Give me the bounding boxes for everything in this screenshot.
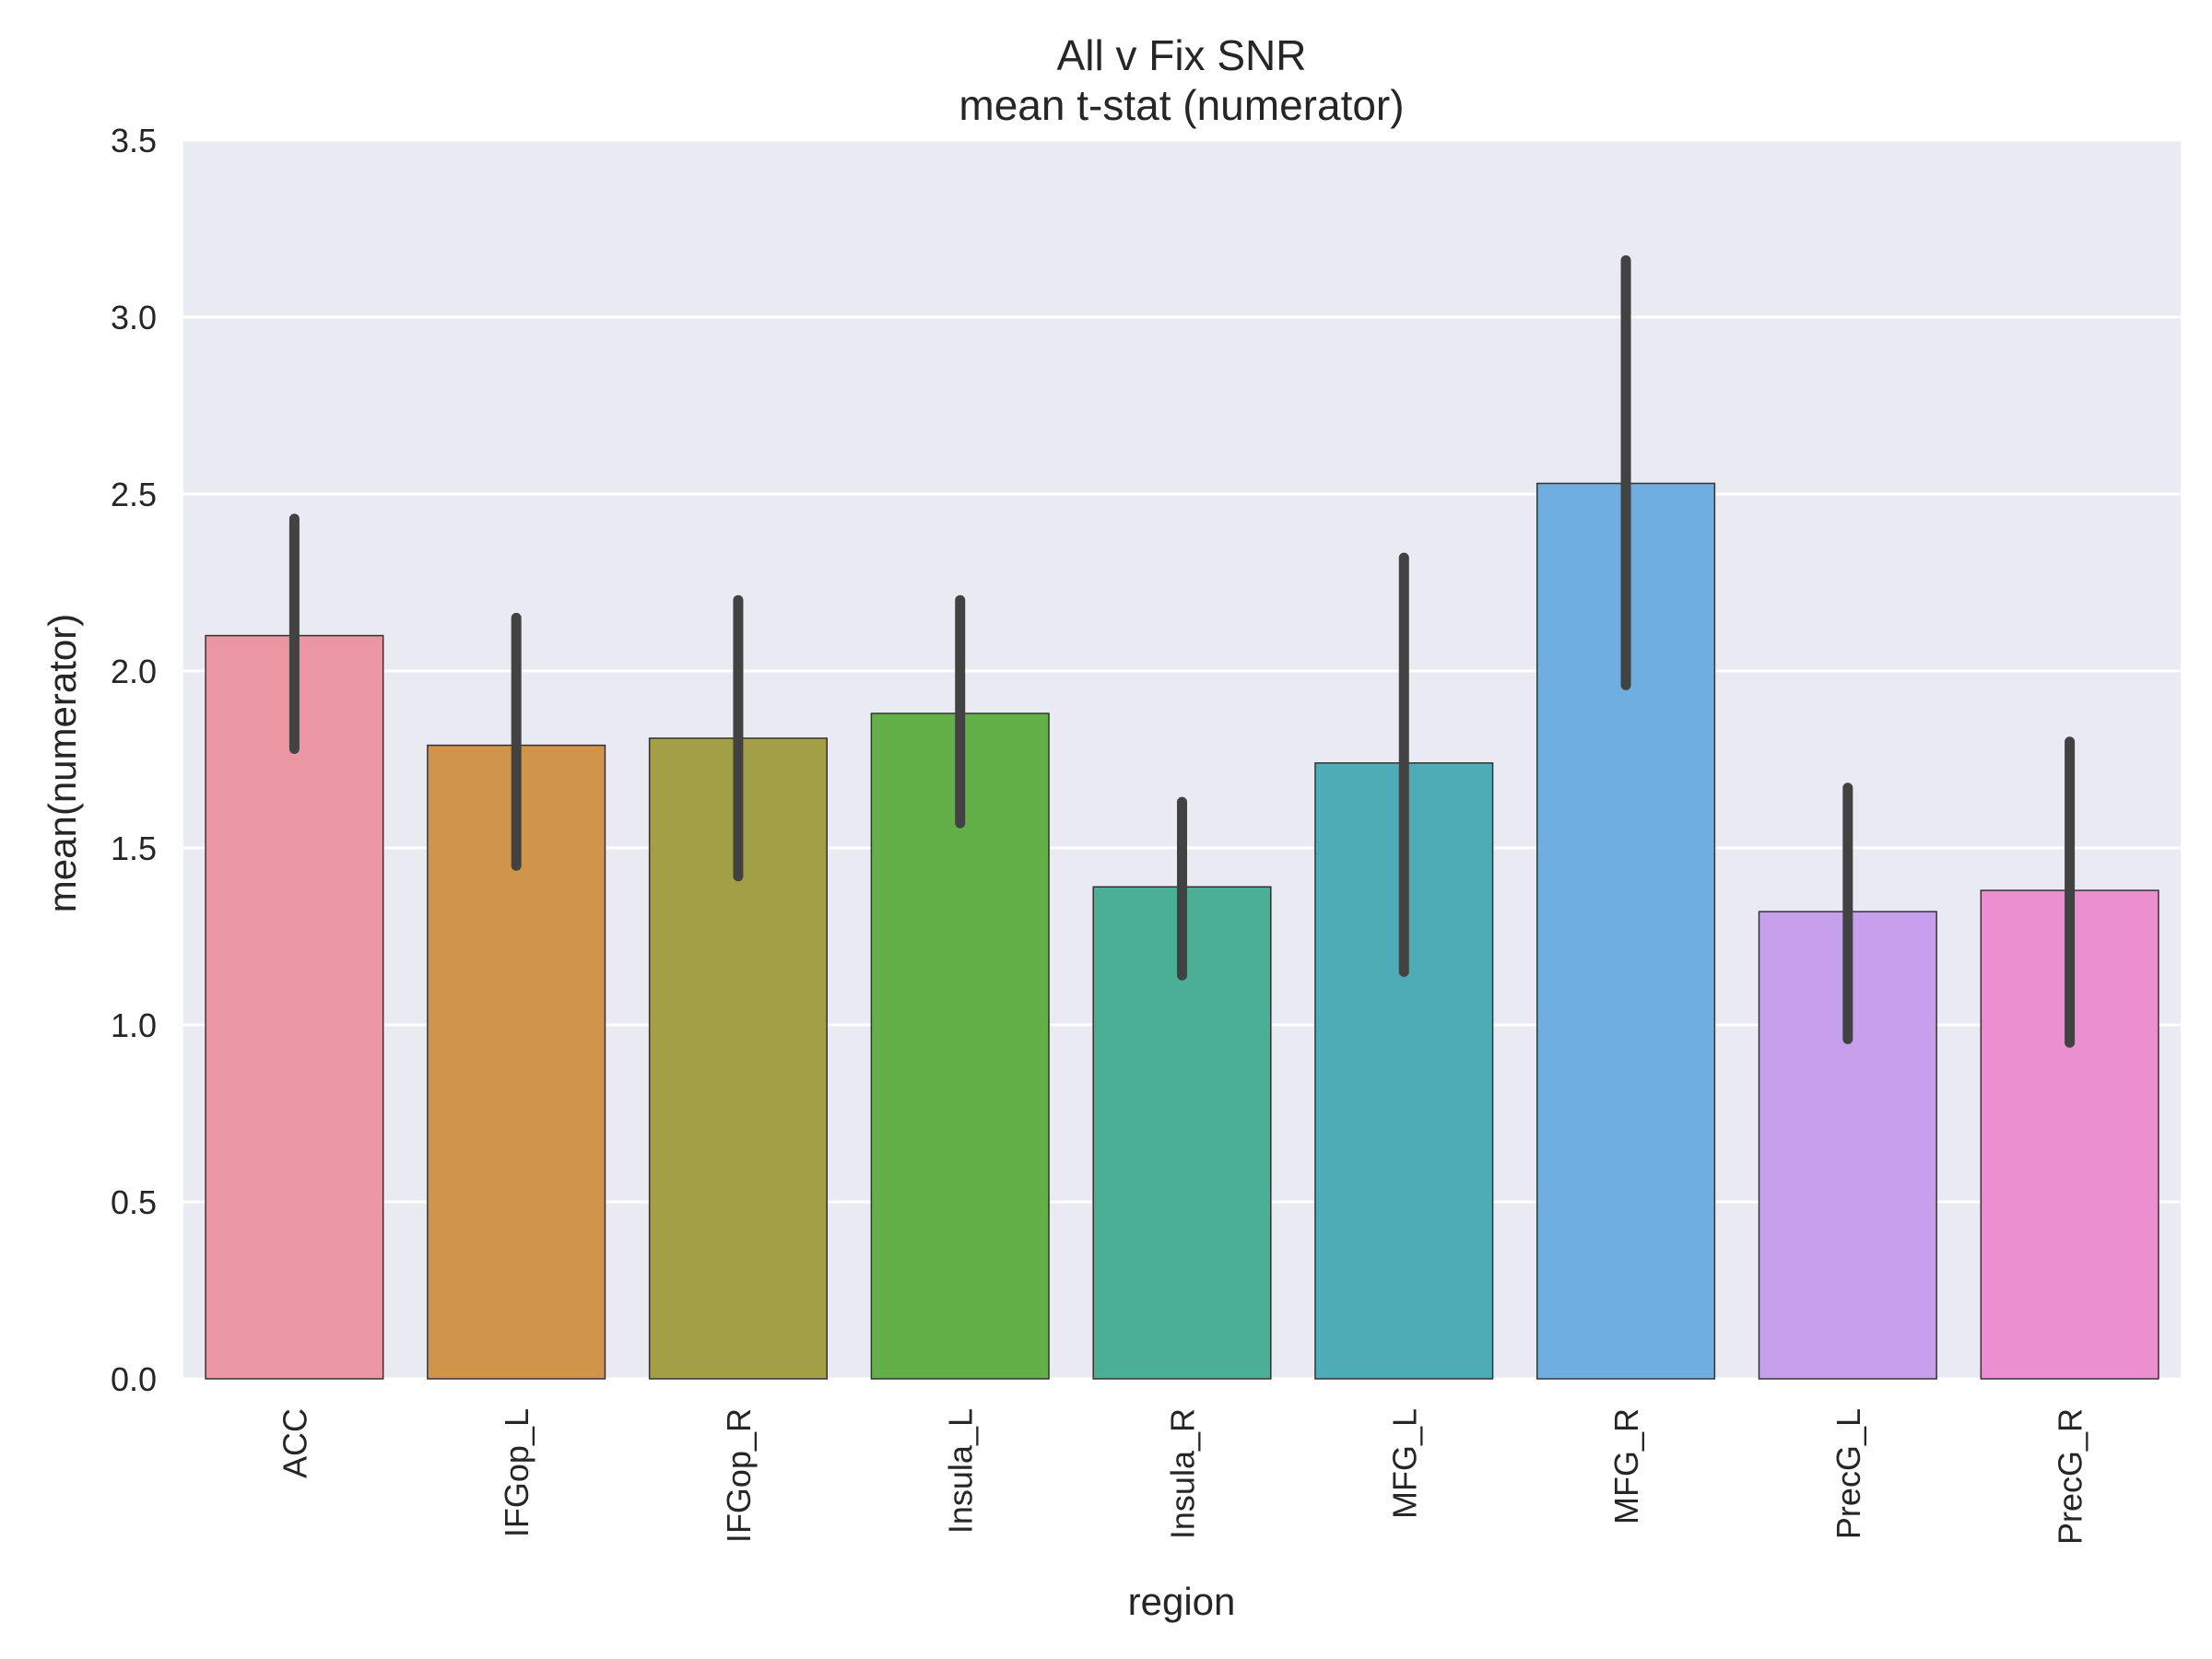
chart-title: All v Fix SNR: [1057, 31, 1307, 79]
y-axis-ticks: 0.0 0.5 1.0 1.5 2.0 2.5 3.0 3.5: [111, 122, 157, 1398]
y-tick-label: 0.5: [111, 1183, 157, 1221]
x-tick-label: MFG_R: [1607, 1408, 1645, 1524]
x-tick-label: PrecG_R: [2052, 1408, 2089, 1545]
y-tick-label: 0.0: [111, 1360, 157, 1398]
y-tick-label: 3.5: [111, 122, 157, 159]
x-axis-label: region: [1128, 1580, 1236, 1623]
x-tick-label: IFGop_R: [720, 1408, 758, 1543]
x-tick-label: MFG_L: [1385, 1408, 1423, 1519]
bar-ACC: [205, 634, 384, 1380]
x-tick-label: IFGop_L: [498, 1408, 535, 1537]
chart-subtitle: mean t-stat (numerator): [959, 81, 1404, 129]
y-tick-label: 1.0: [111, 1006, 157, 1044]
x-axis-ticks: ACC IFGop_L IFGop_R Insula_L Insula_R MFG_L MF…: [276, 1408, 2088, 1545]
error-bars: [288, 255, 2076, 1048]
y-axis-label: mean(numerator): [41, 614, 84, 912]
y-tick-label: 2.0: [111, 653, 157, 690]
y-tick-label: 3.0: [111, 299, 157, 336]
y-tick-label: 2.5: [111, 476, 157, 513]
x-tick-label: Insula_R: [1164, 1408, 1202, 1539]
y-tick-label: 1.5: [111, 830, 157, 867]
x-tick-label: ACC: [276, 1408, 313, 1478]
x-tick-label: PrecG_L: [1830, 1408, 1867, 1539]
x-tick-label: Insula_L: [942, 1408, 980, 1534]
